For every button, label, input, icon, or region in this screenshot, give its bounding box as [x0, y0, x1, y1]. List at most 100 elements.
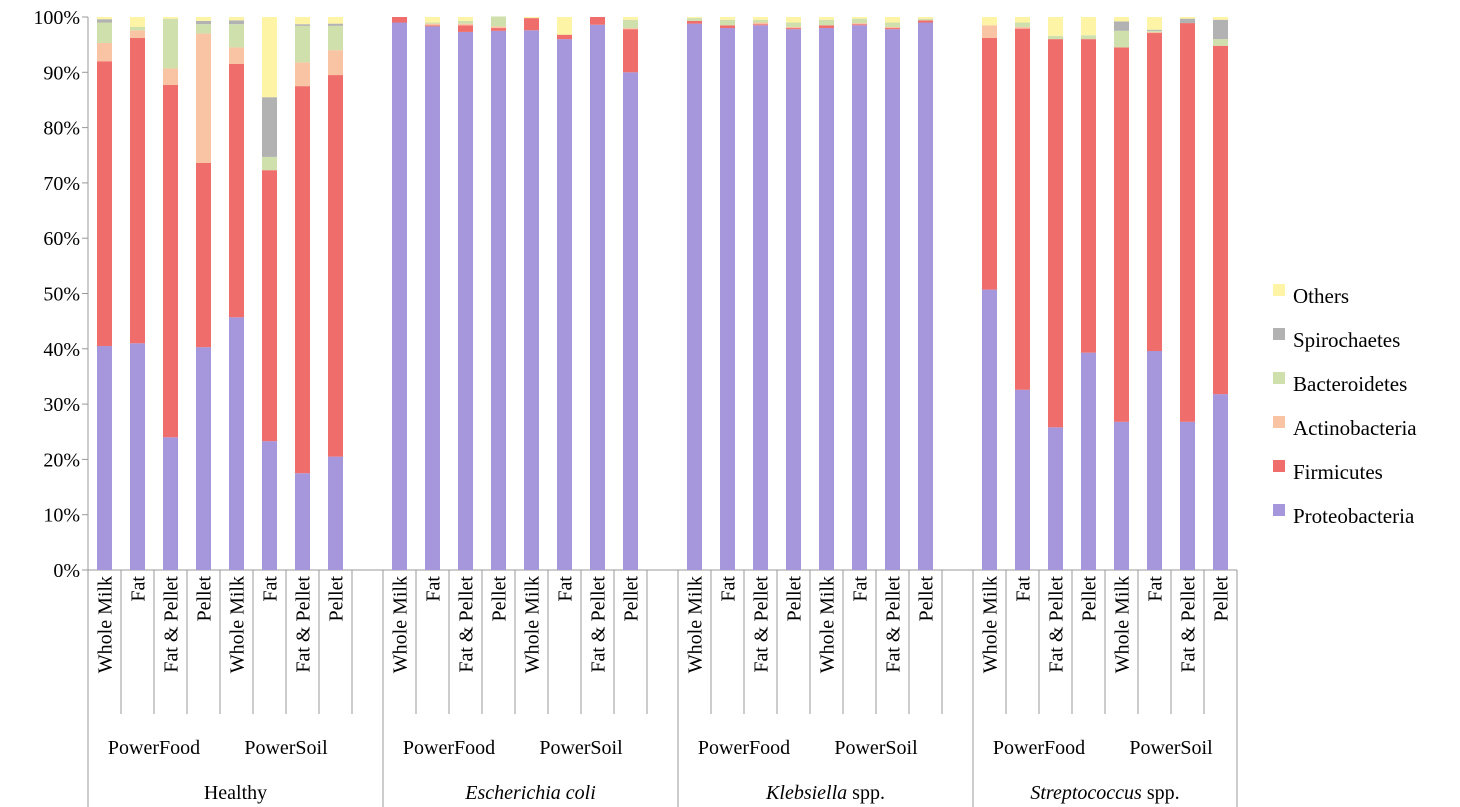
bar-segment — [753, 22, 768, 25]
extraction-kit-label: PowerFood — [403, 737, 495, 759]
bar-segment — [1048, 39, 1063, 428]
legend-swatch — [1273, 372, 1285, 384]
bar-segment — [328, 75, 343, 457]
x-axis-labels: Whole Milk Fat Fat & Pellet Pellet Whole Mil… — [87, 570, 1238, 807]
condition-label: Klebsiella spp. — [765, 782, 885, 804]
y-tick-label: 80% — [43, 118, 80, 140]
bar-segment — [1147, 30, 1162, 32]
bar-segment — [130, 26, 145, 31]
extraction-kit-label: PowerSoil — [834, 737, 918, 759]
bar-segment — [295, 473, 310, 570]
bar-segment — [1015, 17, 1030, 23]
bar-segment — [229, 17, 244, 21]
bar-segment — [1048, 35, 1063, 40]
bar-segment — [97, 19, 112, 23]
category-label: Pellet — [194, 576, 216, 622]
category-label: Fat & Pellet — [883, 576, 905, 673]
bar-segment — [1147, 31, 1162, 34]
bar-segment — [163, 437, 178, 570]
category-label: Fat — [850, 576, 872, 602]
bar-segment — [1015, 28, 1030, 390]
bar-segment — [425, 26, 440, 570]
bar-segment — [720, 17, 735, 20]
bar-segment — [229, 24, 244, 48]
category-label: Pellet — [489, 576, 511, 622]
y-tick-label: 60% — [43, 228, 80, 250]
bar-segment — [262, 170, 277, 442]
bar-segment — [1213, 394, 1228, 570]
category-label: Fat — [1145, 576, 1167, 602]
bar-segment — [885, 28, 900, 30]
bar-segment — [918, 20, 933, 23]
condition-name: Streptococcus — [1030, 782, 1142, 804]
bar-segment — [196, 162, 211, 348]
category-label: Pellet — [784, 576, 806, 622]
bar-segment — [819, 25, 834, 29]
category-label: Whole Milk — [95, 576, 117, 673]
bar-segment — [786, 26, 801, 29]
bar-segment — [328, 50, 343, 76]
condition-suffix: spp. — [847, 782, 885, 804]
bar-segment — [196, 20, 211, 25]
bar-segment — [425, 23, 440, 26]
bar-segment — [786, 29, 801, 570]
bar-segment — [982, 17, 997, 26]
category-label: Fat — [555, 576, 577, 602]
bar-segment — [295, 17, 310, 25]
bar-segment — [262, 441, 277, 570]
bar-segment — [328, 25, 343, 51]
extraction-kit-label: PowerFood — [698, 737, 790, 759]
category-label: Fat — [260, 576, 282, 602]
y-tick-label: 70% — [43, 173, 80, 195]
bar-segment — [425, 17, 440, 23]
bar-segment — [753, 25, 768, 571]
bar-segment — [196, 33, 211, 163]
category-label: Whole Milk — [227, 576, 249, 673]
legend-swatch — [1273, 328, 1285, 340]
bar-segment — [295, 25, 310, 63]
bar-segment — [786, 22, 801, 27]
y-tick-label: 30% — [43, 394, 80, 416]
bar-segment — [229, 64, 244, 318]
bar-segment — [392, 17, 407, 23]
bar-segment — [1180, 23, 1195, 422]
bar-segment — [130, 38, 145, 344]
category-label: Fat & Pellet — [1046, 576, 1068, 673]
category-label: Whole Milk — [390, 576, 412, 673]
y-tick-label: 100% — [33, 7, 80, 29]
extraction-kit-label: PowerSoil — [244, 737, 328, 759]
extraction-kit-label: PowerSoil — [1129, 737, 1213, 759]
bar-segment — [262, 156, 277, 171]
bar-segment — [819, 19, 834, 26]
y-tick-label: 0% — [53, 560, 80, 582]
bar-segment — [425, 25, 440, 27]
category-label: Fat & Pellet — [293, 576, 315, 673]
bar-segment — [1114, 17, 1129, 22]
bar-segment — [97, 346, 112, 570]
bar-segment — [425, 22, 440, 24]
bar-segment — [687, 18, 702, 21]
category-label: Whole Milk — [980, 576, 1002, 673]
condition-name: Healthy — [204, 782, 267, 804]
bar-segment — [819, 17, 834, 20]
category-label: Fat & Pellet — [751, 576, 773, 673]
bar-segment — [97, 22, 112, 43]
bar-segment — [1147, 351, 1162, 570]
legend-swatch — [1273, 460, 1285, 472]
bar-segment — [918, 18, 933, 21]
bar-segment — [229, 47, 244, 65]
condition-label: Escherichia coli — [464, 782, 596, 804]
category-label: Pellet — [1079, 576, 1101, 622]
extraction-kit-label: PowerSoil — [539, 737, 623, 759]
bar-segment — [1081, 352, 1096, 570]
category-label: Fat & Pellet — [161, 576, 183, 673]
bar-segment — [918, 22, 933, 570]
y-tick-label: 10% — [43, 505, 80, 527]
bar-segment — [458, 31, 473, 570]
bar-segment — [687, 17, 702, 19]
bar-segment — [918, 17, 933, 19]
bar-segment — [196, 24, 211, 34]
condition-name: Escherichia coli — [464, 782, 596, 804]
category-label: Fat — [423, 576, 445, 602]
